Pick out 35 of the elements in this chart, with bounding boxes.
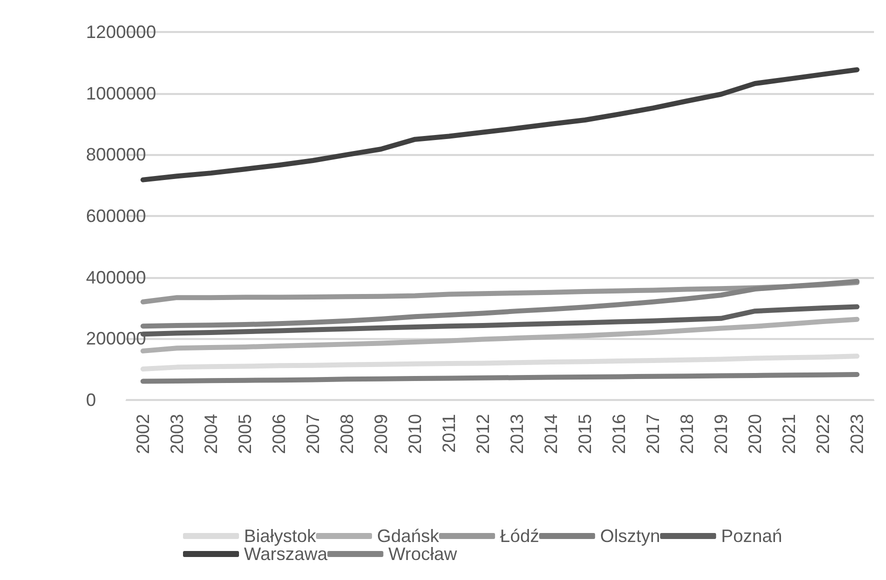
x-tick-label: 2004 [201, 414, 221, 454]
x-tick-label: 2019 [711, 414, 731, 454]
y-tick-label: 800000 [86, 144, 146, 165]
x-tick-label: 2003 [167, 414, 187, 454]
x-tick-label: 2020 [745, 414, 765, 454]
y-tick-label: 400000 [86, 267, 146, 288]
x-tick-label: 2007 [303, 414, 323, 454]
x-tick-label: 2022 [813, 414, 833, 454]
x-tick-label: 2006 [269, 414, 289, 454]
x-tick-label: 2018 [677, 414, 697, 454]
legend-label: Poznań [721, 526, 782, 546]
legend-label: Białystok [244, 526, 318, 546]
legend-label: Łódź [500, 526, 540, 546]
x-tick-label: 2008 [337, 414, 357, 454]
x-tick-label: 2011 [439, 414, 459, 453]
x-tick-label: 2023 [847, 414, 867, 454]
x-tick-label: 2009 [371, 414, 391, 454]
y-tick-label: 200000 [86, 328, 146, 349]
x-tick-label: 2017 [643, 414, 663, 454]
x-tick-label: 2015 [575, 414, 595, 454]
x-tick-label: 2013 [507, 414, 527, 454]
x-tick-label: 2002 [133, 414, 153, 454]
y-tick-label: 0 [86, 390, 96, 410]
y-tick-label: 1200000 [86, 22, 156, 42]
x-tick-label: 2012 [473, 414, 493, 454]
x-tick-label: 2016 [609, 414, 629, 454]
legend-label: Gdańsk [377, 526, 440, 546]
legend-label: Olsztyn [600, 526, 660, 546]
x-tick-label: 2021 [779, 414, 799, 454]
x-tick-label: 2010 [405, 414, 425, 454]
x-tick-label: 2014 [541, 414, 561, 454]
legend-label: Wrocław [388, 544, 458, 564]
x-tick-label: 2005 [235, 414, 255, 454]
y-tick-label: 600000 [86, 206, 146, 226]
y-tick-label: 1000000 [86, 83, 156, 104]
